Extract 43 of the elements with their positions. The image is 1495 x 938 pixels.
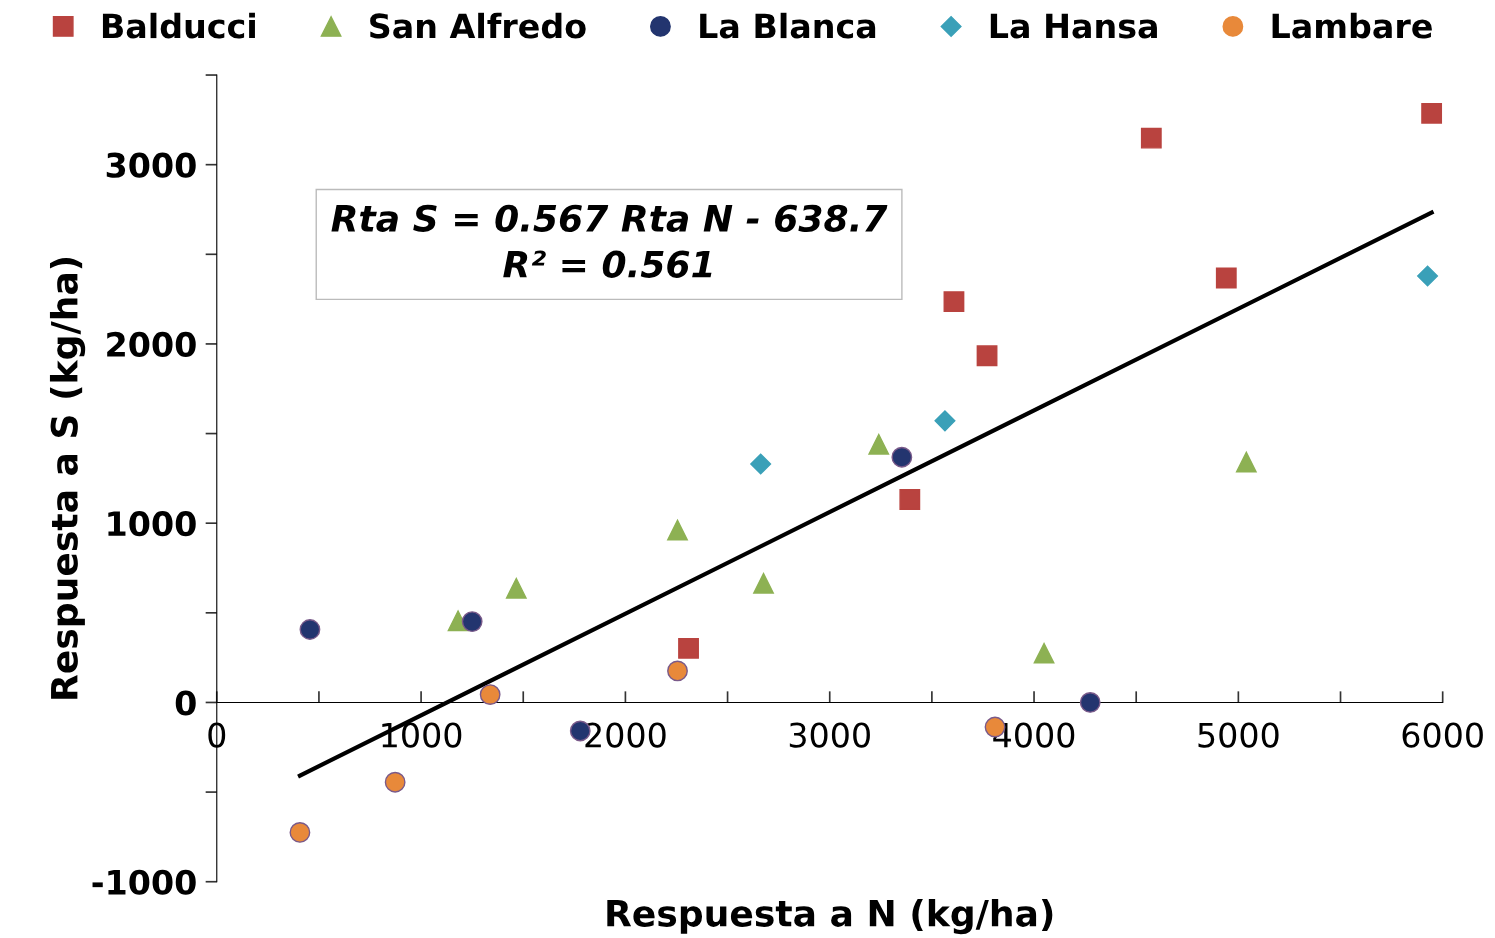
point — [976, 345, 998, 367]
y-tick-label: 2000 — [107, 331, 196, 358]
point — [943, 291, 965, 313]
point — [934, 410, 956, 432]
point — [667, 660, 688, 682]
point — [461, 611, 483, 633]
legend-label: La Hansa — [990, 13, 1157, 39]
y-tick-label: 3000 — [106, 152, 196, 178]
legend-label: La Blanca — [700, 12, 876, 39]
point — [1033, 642, 1055, 664]
annotation: Rta S = 0.567 Rta N - 638.7 — [331, 204, 888, 232]
point — [1079, 692, 1101, 713]
point — [1421, 102, 1443, 124]
annotation: R² = 0.561 — [503, 250, 712, 278]
point — [753, 572, 774, 594]
point — [667, 519, 688, 541]
point — [1215, 267, 1237, 289]
point — [384, 771, 406, 793]
x-tick-label: 1000 — [382, 722, 462, 748]
point — [899, 489, 921, 510]
y-axis-title: Respuesta a S (kg/ha) — [49, 257, 86, 699]
x-axis-title: Respuesta a N (kg/ha) — [607, 898, 1053, 935]
point — [505, 577, 527, 599]
legend-label: Lambare — [1272, 12, 1432, 39]
x-tick-label: 5000 — [1198, 722, 1279, 748]
point — [479, 684, 501, 705]
x-tick-label: 3000 — [789, 722, 870, 748]
point — [1417, 265, 1439, 287]
x-tick-label: 2000 — [585, 722, 666, 748]
y-tick-label: 1000 — [108, 511, 196, 537]
legend-label: San Alfredo — [370, 12, 586, 39]
point — [891, 446, 913, 468]
x-tick-label: 6000 — [1402, 722, 1483, 748]
point — [750, 453, 772, 475]
point — [1235, 451, 1257, 473]
point — [299, 619, 321, 640]
point — [1140, 127, 1162, 149]
y-tick-label: 0 — [175, 690, 196, 716]
point — [678, 637, 699, 659]
y-tick-label: -1000 — [92, 869, 196, 895]
legend-label: Balducci — [102, 12, 255, 39]
point — [868, 433, 890, 455]
point — [289, 822, 311, 843]
